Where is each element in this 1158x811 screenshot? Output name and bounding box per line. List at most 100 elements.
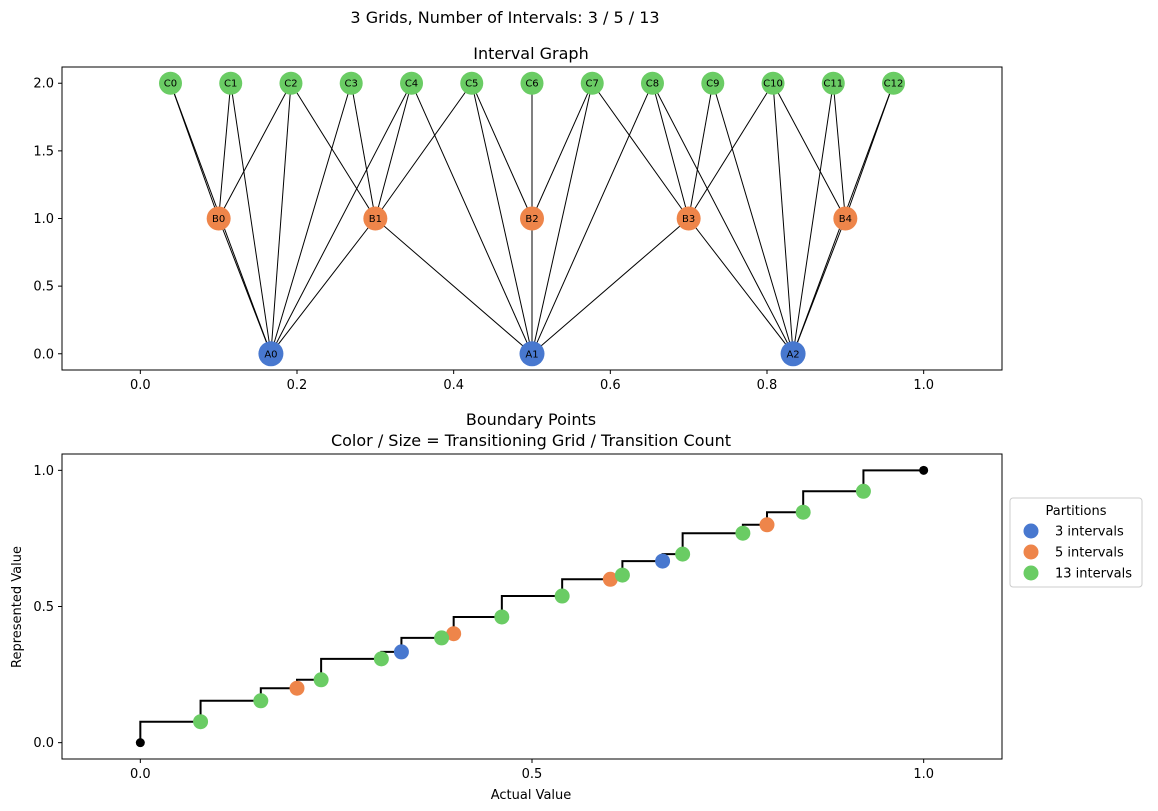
boundary-points-panel: Boundary Points Color / Size = Transitio… [10, 410, 1143, 803]
graph-node-label: C10 [763, 79, 783, 90]
y-tick-label: 0.5 [33, 280, 54, 295]
graph-node-circle [761, 71, 785, 95]
graph-node-C3: C3 [339, 71, 363, 95]
x-tick-label: 0.4 [443, 378, 464, 393]
graph-node-label: C11 [823, 79, 843, 90]
graph-edge-B2-C7 [531, 83, 593, 219]
graph-edge-A0-C1 [230, 83, 272, 354]
graph-node-circle [400, 71, 424, 95]
y-tick-label: 2.0 [33, 77, 54, 92]
graph-edge-B4-C12 [844, 83, 894, 219]
graph-node-B3: B3 [676, 206, 701, 231]
graph-node-C7: C7 [580, 71, 604, 95]
boundary-point-grid13 [855, 483, 871, 499]
graph-nodes: A0 A1 A2 B0 B1 B2 B3 B4 C0 C1 C2 C3 C4 C5 C6 C7 C8 C9 C10 C… [158, 71, 906, 367]
boundary-points [135, 465, 929, 748]
boundary-points-frame [61, 453, 1003, 760]
graph-node-C2: C2 [279, 71, 303, 95]
interval-graph-frame [61, 66, 1003, 371]
graph-node-C12: C12 [882, 71, 906, 95]
graph-edge-A1-C7 [531, 83, 593, 354]
graph-node-circle [279, 71, 303, 95]
boundary-point-grid13 [614, 567, 630, 583]
legend-item-grid13: 13 intervals [1023, 565, 1132, 582]
graph-node-circle [640, 71, 664, 95]
graph-node-circle [519, 341, 545, 367]
graph-edge-A2-C9 [712, 83, 794, 354]
graph-edge-B1-C4 [374, 83, 413, 219]
graph-node-label: A1 [525, 349, 538, 360]
endpoint-marker [919, 465, 929, 475]
graph-node-circle [821, 71, 845, 95]
graph-edge-B4-C11 [832, 83, 846, 219]
graph-node-circle [676, 206, 701, 231]
graph-node-circle [520, 206, 544, 231]
graph-node-circle [882, 71, 906, 95]
graph-edge-A0-B1 [270, 218, 376, 355]
x-tick-label: 1.0 [913, 767, 934, 782]
graph-edge-B0-C0 [170, 83, 220, 219]
boundary-point-grid13 [373, 651, 389, 667]
graph-edge-A1-B3 [531, 218, 689, 355]
graph-node-C0: C0 [158, 71, 182, 95]
graph-node-label: B2 [525, 214, 538, 225]
graph-node-label: C1 [224, 79, 237, 90]
x-tick-label: 0.0 [130, 378, 151, 393]
graph-node-circle [363, 206, 388, 231]
graph-edge-B0-C1 [218, 83, 232, 219]
boundary-point-grid5 [759, 517, 775, 533]
x-axis-label: Actual Value [491, 788, 572, 803]
boundary-point-grid13 [554, 588, 570, 604]
y-tick-label: 1.5 [33, 144, 54, 159]
interval-graph-title: Interval Graph [473, 44, 588, 63]
graph-node-C8: C8 [640, 71, 664, 95]
boundary-point-grid5 [602, 571, 618, 587]
boundary-point-grid13 [193, 714, 209, 730]
legend-label: 5 intervals [1055, 546, 1124, 561]
x-tick-label: 1.0 [913, 378, 934, 393]
boundary-point-grid13 [494, 609, 510, 625]
graph-edge-A1-C5 [471, 83, 533, 354]
graph-node-label: C8 [646, 79, 659, 90]
graph-edge-B1-C2 [290, 82, 376, 219]
graph-edge-A0-C3 [270, 83, 352, 354]
legend-label: 3 intervals [1055, 525, 1124, 540]
graph-node-circle [206, 206, 231, 231]
graph-node-circle [339, 71, 363, 95]
legend-box [1009, 497, 1143, 588]
graph-node-label: C3 [345, 79, 358, 90]
x-tick-label: 0.6 [600, 378, 621, 393]
graph-edge-B0-C2 [218, 82, 292, 219]
graph-node-label: C12 [884, 79, 904, 90]
graph-node-A1: A1 [519, 341, 545, 367]
graph-node-B0: B0 [206, 206, 231, 231]
graph-node-label: B1 [369, 214, 382, 225]
graph-edge-A1-B1 [375, 218, 533, 355]
y-tick-label: 0.5 [33, 600, 54, 615]
y-tick-label: 1.0 [33, 212, 54, 227]
graph-node-circle [701, 71, 725, 95]
graph-node-C4: C4 [400, 71, 424, 95]
legend: Partitions 3 intervals 5 intervals 13 inte… [1009, 497, 1143, 588]
graph-node-B4: B4 [833, 206, 858, 231]
boundary-point-grid3 [655, 553, 671, 569]
graph-node-label: C2 [284, 79, 297, 90]
boundary-point-grid3 [393, 644, 409, 660]
graph-edge-A2-C11 [792, 83, 834, 354]
boundary-points-title: Boundary Points [466, 410, 596, 429]
graph-node-circle [158, 71, 182, 95]
graph-edge-B3-C8 [651, 83, 690, 219]
graph-node-C9: C9 [701, 71, 725, 95]
graph-node-C1: C1 [219, 71, 243, 95]
graph-node-A0: A0 [258, 341, 284, 367]
graph-node-circle [580, 71, 604, 95]
graph-node-B1: B1 [363, 206, 388, 231]
legend-title: Partitions [1046, 504, 1107, 519]
graph-edge-B4-C10 [772, 82, 846, 219]
legend-marker [1023, 565, 1039, 581]
graph-node-circle [780, 341, 806, 367]
graph-edges [170, 82, 894, 355]
boundary-point-grid5 [289, 680, 305, 696]
graph-edge-A2-C10 [772, 83, 794, 354]
